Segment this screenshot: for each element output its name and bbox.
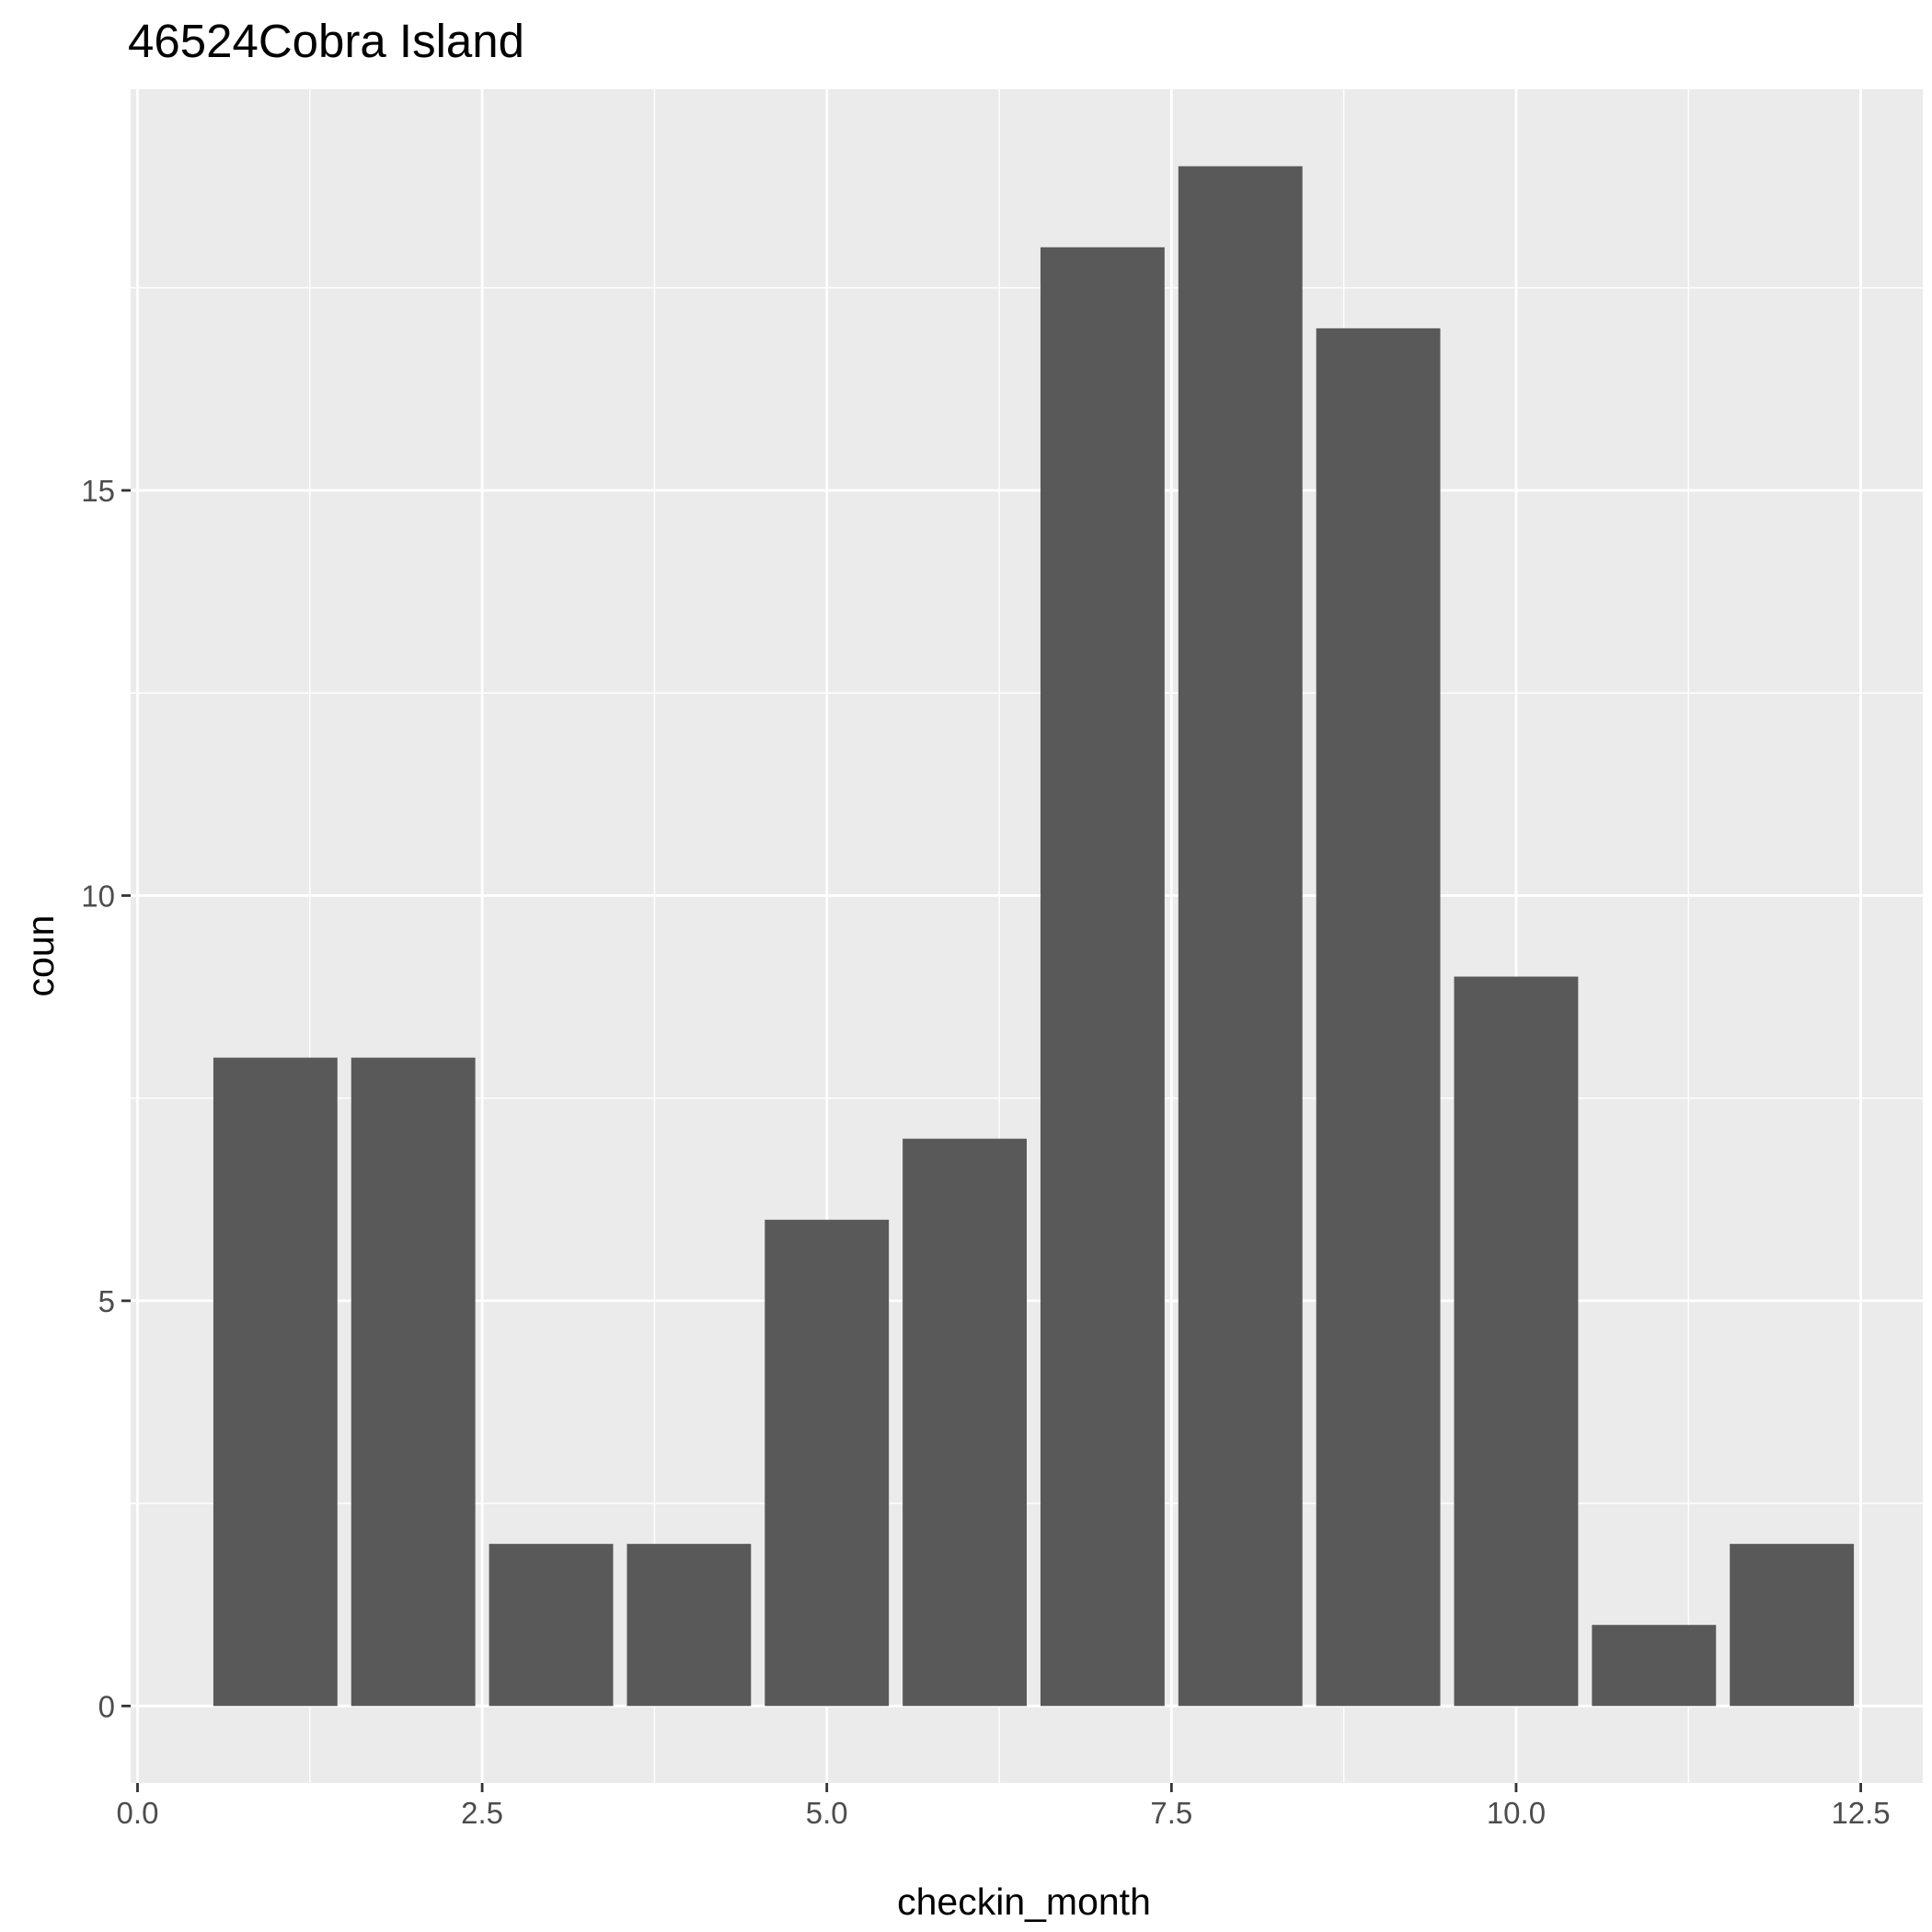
bar (1454, 976, 1579, 1707)
bar (213, 1057, 338, 1707)
y-axis-title: coun (19, 915, 62, 997)
x-tick-label: 5.0 (806, 1796, 848, 1830)
bar (1592, 1625, 1717, 1707)
bar (351, 1057, 476, 1707)
bars (213, 166, 1855, 1707)
bar (765, 1219, 890, 1707)
x-axis: 0.0 2.5 5.0 7.5 10.0 12.5 (117, 1783, 1891, 1830)
bar (489, 1544, 614, 1707)
x-axis-title: checkin_month (897, 1880, 1151, 1923)
bar (627, 1544, 752, 1707)
bar (1178, 166, 1303, 1707)
bar (1730, 1544, 1855, 1707)
x-tick-label: 12.5 (1831, 1796, 1890, 1830)
x-tick-label: 10.0 (1487, 1796, 1546, 1830)
y-tick-label: 15 (81, 474, 115, 508)
y-tick-label: 5 (98, 1284, 115, 1318)
x-tick-label: 2.5 (461, 1796, 503, 1830)
x-tick-label: 0.0 (117, 1796, 159, 1830)
x-tick-label: 7.5 (1150, 1796, 1192, 1830)
chart-title: 46524Cobra Island (128, 15, 524, 67)
bar (903, 1138, 1027, 1707)
y-axis: 0 5 10 15 (81, 474, 131, 1723)
y-tick-label: 10 (81, 879, 115, 913)
major-gridlines (131, 89, 1923, 1783)
bar (1316, 328, 1441, 1707)
bar (1040, 247, 1165, 1707)
y-tick-label: 0 (98, 1689, 115, 1723)
